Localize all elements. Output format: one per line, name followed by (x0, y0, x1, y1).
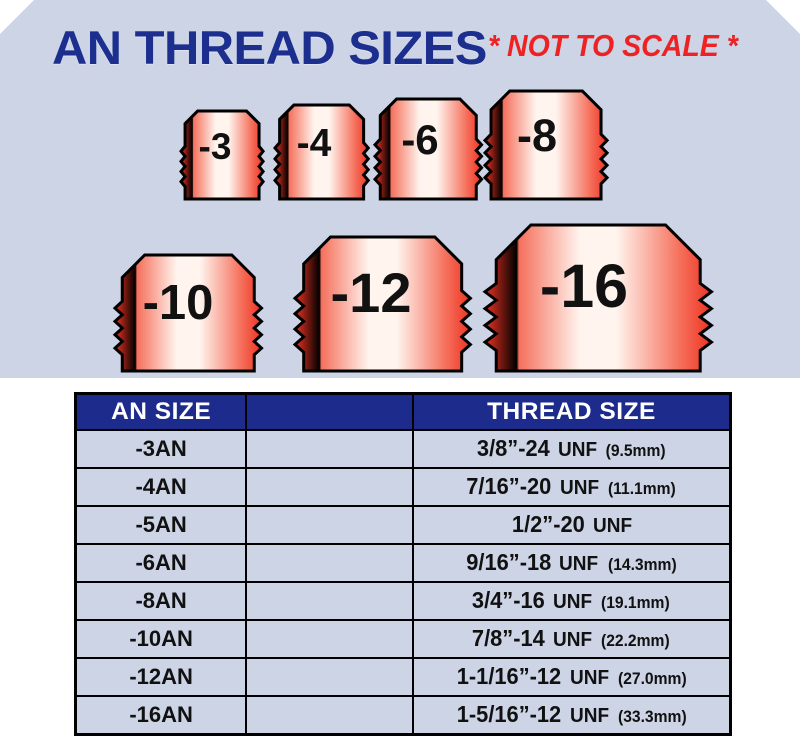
thread-size-line: 1-5/16”-12 UNF (33.3mm) (454, 701, 690, 727)
fitting-label: -6 (401, 116, 439, 163)
cell-spacer (245, 581, 415, 621)
an-size-value: -3AN (135, 435, 187, 461)
an-size-value: -8AN (135, 587, 187, 613)
cell-an-size: -6AN (74, 543, 248, 583)
cell-thread-size: 1-5/16”-12 UNF (33.3mm) (412, 695, 732, 736)
thread-size-standard: UNF (559, 553, 599, 575)
cell-spacer (245, 467, 415, 507)
thread-size-line: 9/16”-18 UNF (14.3mm) (464, 549, 679, 575)
cell-thread-size: 7/8”-14 UNF (22.2mm) (412, 619, 732, 659)
fitting-nut-10: -10 (112, 252, 264, 373)
cell-an-size: -3AN (74, 429, 248, 469)
an-size-value: -4AN (135, 473, 187, 499)
table-body: -3AN 3/8”-24 UNF (9.5mm) -4AN 7/16”-20 UNF (11.… (74, 429, 732, 736)
thread-size-line: 7/16”-20 UNF (11.1mm) (464, 473, 678, 499)
thread-size-fraction: 1-5/16”-12 (456, 701, 561, 727)
thread-size-line: 1-1/16”-12 UNF (27.0mm) (454, 663, 690, 689)
thread-size-metric: (22.2mm) (601, 631, 670, 650)
header-an-size: AN SIZE (74, 392, 248, 431)
cell-spacer (245, 429, 415, 469)
cell-an-size: -16AN (74, 695, 248, 736)
fitting-label: -4 (296, 122, 332, 165)
cell-an-size: -5AN (74, 505, 248, 545)
thread-size-metric: (33.3mm) (617, 707, 687, 726)
header-an-size-label: AN SIZE (111, 398, 212, 425)
cell-spacer (245, 695, 415, 736)
thread-size-standard: UNF (569, 705, 609, 727)
fitting-nut-16: -16 (482, 222, 714, 373)
an-size-value: -5AN (135, 511, 187, 537)
cell-thread-size: 1-1/16”-12 UNF (27.0mm) (412, 657, 732, 697)
thread-size-standard: UNF (559, 477, 599, 499)
table-row: -4AN 7/16”-20 UNF (11.1mm) (74, 467, 732, 507)
an-size-value: -6AN (135, 549, 187, 575)
cell-thread-size: 7/16”-20 UNF (11.1mm) (412, 467, 732, 507)
cell-thread-size: 1/2”-20 UNF (412, 505, 732, 545)
header-spacer (245, 392, 415, 431)
table-row: -6AN 9/16”-18 UNF (14.3mm) (74, 543, 732, 583)
cell-an-size: -8AN (74, 581, 248, 621)
thread-size-fraction: 1/2”-20 (512, 511, 585, 537)
thread-size-standard: UNF (557, 439, 597, 461)
thread-size-standard: UNF (592, 515, 632, 537)
table-header-row: AN SIZE THREAD SIZE (74, 392, 732, 431)
thread-size-metric: (27.0mm) (617, 669, 687, 688)
cell-an-size: -4AN (74, 467, 248, 507)
cell-an-size: -10AN (74, 619, 248, 659)
thread-size-metric: (19.1mm) (601, 593, 670, 612)
fitting-nut-8: -8 (482, 88, 610, 201)
table-row: -16AN 1-5/16”-12 UNF (33.3mm) (74, 695, 732, 736)
thread-size-line: 3/8”-24 UNF (9.5mm) (475, 435, 668, 461)
thread-size-standard: UNF (569, 667, 609, 689)
thread-size-line: 3/4”-16 UNF (19.1mm) (470, 587, 672, 613)
an-size-value: -10AN (129, 625, 193, 651)
thread-size-table: AN SIZE THREAD SIZE -3AN 3/8”-24 UNF (9.5mm… (74, 392, 732, 736)
cell-thread-size: 3/8”-24 UNF (9.5mm) (412, 429, 732, 469)
table-row: -12AN 1-1/16”-12 UNF (27.0mm) (74, 657, 732, 697)
header-thread-size: THREAD SIZE (412, 392, 732, 431)
table-row: -8AN 3/4”-16 UNF (19.1mm) (74, 581, 732, 621)
thread-size-metric: (11.1mm) (607, 479, 676, 498)
cell-spacer (245, 619, 415, 659)
thread-size-fraction: 7/8”-14 (472, 625, 546, 651)
fitting-nut-4: -4 (272, 102, 371, 201)
cell-spacer (245, 505, 415, 545)
fitting-nut-6: -6 (372, 96, 484, 201)
page-title: AN THREAD SIZES (52, 21, 487, 74)
fitting-nut-12: -12 (292, 234, 473, 373)
fitting-label: -16 (539, 252, 629, 320)
thread-size-fraction: 7/16”-20 (466, 473, 552, 499)
table-row: -3AN 3/8”-24 UNF (9.5mm) (74, 429, 732, 469)
cell-thread-size: 9/16”-18 UNF (14.3mm) (412, 543, 732, 583)
thread-size-metric: (14.3mm) (607, 555, 677, 574)
fitting-label: -3 (198, 126, 232, 167)
thread-size-line: 1/2”-20 UNF (510, 511, 633, 537)
thread-size-line: 7/8”-14 UNF (22.2mm) (470, 625, 672, 651)
thread-size-fraction: 9/16”-18 (466, 549, 552, 575)
an-size-value: -12AN (129, 663, 193, 689)
table-row: -5AN 1/2”-20 UNF (74, 505, 732, 545)
thread-size-standard: UNF (553, 629, 593, 651)
cell-spacer (245, 543, 415, 583)
fitting-nut-3: -3 (178, 108, 266, 201)
fitting-label: -10 (142, 276, 214, 330)
thread-size-metric: (9.5mm) (605, 441, 666, 460)
table-row: -10AN 7/8”-14 UNF (22.2mm) (74, 619, 732, 659)
cell-spacer (245, 657, 415, 697)
an-size-value: -16AN (129, 701, 193, 727)
fitting-label: -8 (516, 110, 557, 161)
cell-an-size: -12AN (74, 657, 248, 697)
thread-size-fraction: 1-1/16”-12 (456, 663, 561, 689)
thread-size-standard: UNF (553, 591, 593, 613)
thread-size-table-wrap: AN SIZE THREAD SIZE -3AN 3/8”-24 UNF (9.5mm… (74, 392, 732, 736)
diagram-panel: AN THREAD SIZES * NOT TO SCALE * -3 -4 -6 -… (0, 0, 800, 378)
fitting-label: -12 (330, 261, 412, 324)
not-to-scale-note: * NOT TO SCALE * (488, 28, 738, 63)
cell-thread-size: 3/4”-16 UNF (19.1mm) (412, 581, 732, 621)
thread-size-fraction: 3/4”-16 (472, 587, 546, 613)
header-thread-size-label: THREAD SIZE (487, 398, 656, 425)
thread-size-fraction: 3/8”-24 (476, 435, 550, 461)
